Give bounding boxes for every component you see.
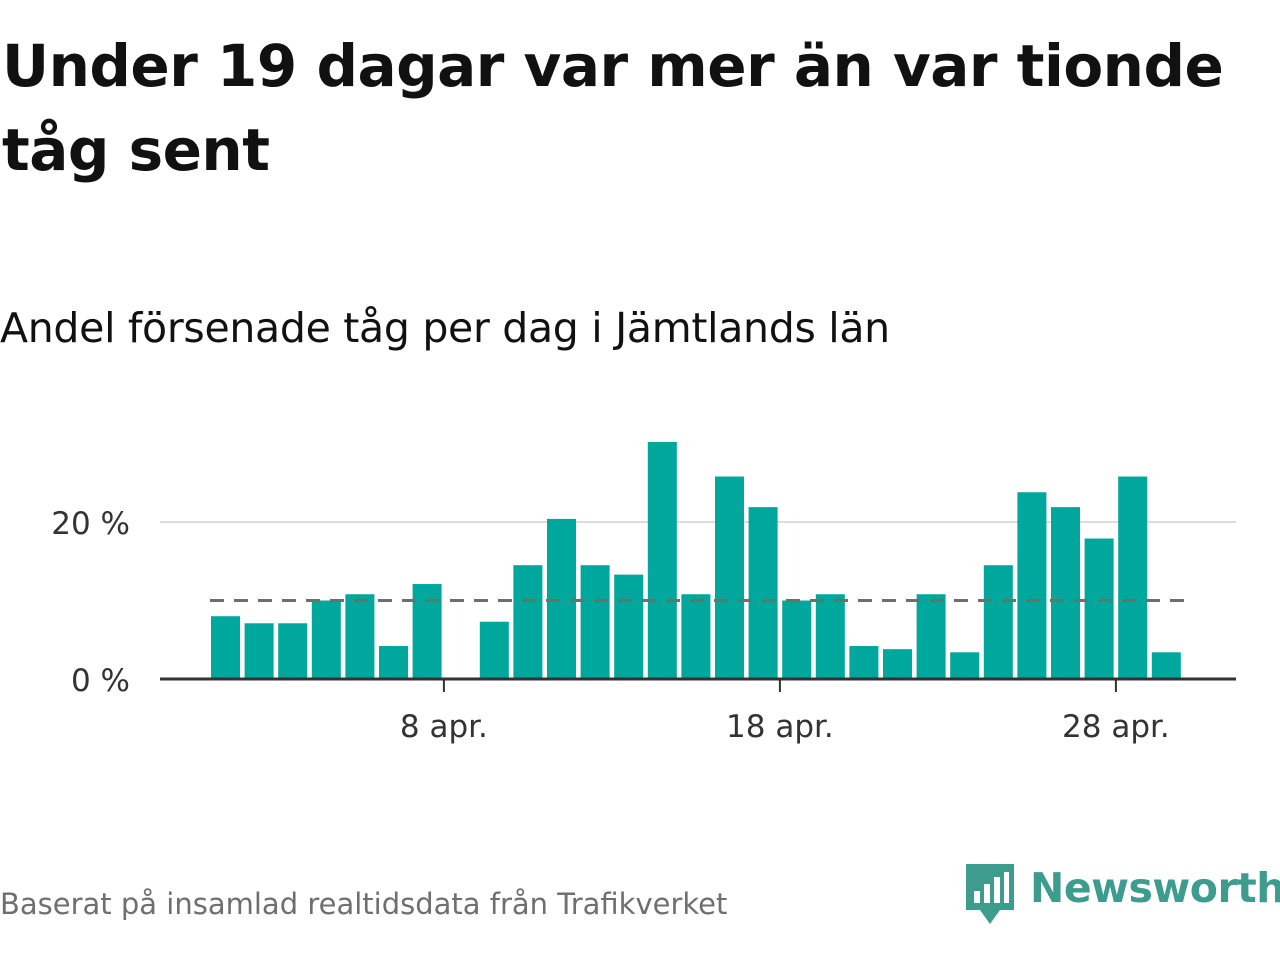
- bar: [379, 646, 408, 679]
- axes: 0 % 20 % 8 apr. 18 apr. 28 apr.: [51, 506, 1236, 745]
- bar: [412, 584, 442, 679]
- bar: [1051, 507, 1080, 679]
- brand-name: Newsworthy: [1030, 864, 1280, 912]
- chart-subtitle: Andel försenade tåg per dag i Jämtlands …: [0, 304, 890, 352]
- bar: [547, 518, 576, 679]
- bar: [782, 600, 812, 679]
- bar: [916, 594, 946, 679]
- y-tick-label: 0 %: [71, 663, 130, 699]
- bar: [647, 442, 677, 679]
- bar: [1118, 476, 1148, 679]
- bar: [681, 594, 711, 679]
- bar: [211, 616, 240, 679]
- bar: [1151, 652, 1181, 679]
- bar: [513, 565, 543, 679]
- bar: [849, 646, 879, 679]
- bar: [580, 565, 610, 679]
- bars: [211, 442, 1181, 679]
- bar: [748, 507, 778, 679]
- bar: [479, 621, 509, 679]
- bar: [815, 594, 845, 679]
- bar: [278, 623, 308, 679]
- bar: [883, 649, 912, 679]
- bar: [715, 476, 744, 679]
- newsworthy-logo-icon: [966, 864, 1014, 924]
- chart-title: Under 19 dagar var mer än var tionde tåg…: [2, 32, 1224, 184]
- bar: [983, 565, 1013, 679]
- bar: [244, 623, 274, 679]
- bar: [345, 594, 375, 679]
- x-tick-label: 8 apr.: [400, 709, 488, 745]
- source-note: Baserat på insamlad realtidsdata från Tr…: [0, 887, 728, 921]
- bar: [311, 600, 341, 679]
- bar: [950, 652, 980, 679]
- x-tick-label: 18 apr.: [726, 709, 834, 745]
- bar: [614, 574, 644, 679]
- y-tick-label: 20 %: [51, 506, 130, 542]
- brand: Newsworthy: [964, 862, 1280, 926]
- bar: [1017, 492, 1047, 679]
- x-tick-label: 28 apr.: [1062, 709, 1170, 745]
- bar: [1084, 538, 1114, 679]
